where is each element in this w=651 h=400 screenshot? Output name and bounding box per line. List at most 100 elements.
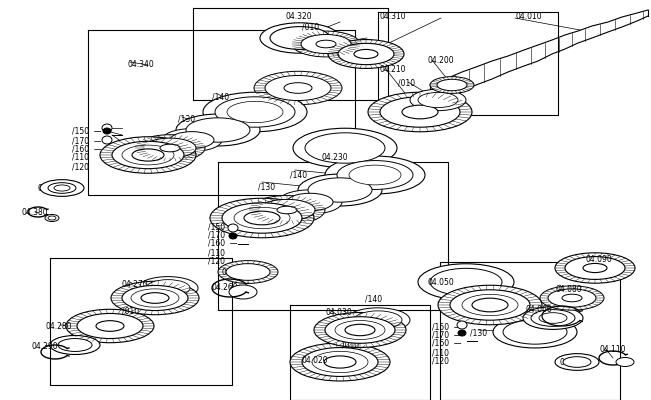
Ellipse shape — [305, 133, 385, 163]
Ellipse shape — [472, 298, 508, 312]
Ellipse shape — [144, 138, 196, 158]
Text: /140: /140 — [290, 170, 307, 179]
Ellipse shape — [228, 224, 238, 232]
Ellipse shape — [450, 290, 530, 320]
Ellipse shape — [345, 324, 375, 336]
Ellipse shape — [437, 79, 467, 91]
Ellipse shape — [135, 135, 205, 161]
Ellipse shape — [430, 77, 474, 93]
Ellipse shape — [170, 132, 214, 148]
Ellipse shape — [548, 289, 596, 307]
Ellipse shape — [186, 118, 250, 142]
Ellipse shape — [176, 114, 260, 146]
Text: 04.320: 04.320 — [285, 12, 312, 21]
Text: /120: /120 — [432, 357, 449, 366]
Ellipse shape — [229, 233, 237, 239]
Ellipse shape — [229, 285, 257, 299]
Ellipse shape — [50, 336, 100, 354]
Text: 04.080: 04.080 — [555, 285, 581, 294]
Ellipse shape — [48, 216, 56, 220]
Ellipse shape — [539, 313, 567, 323]
Ellipse shape — [122, 286, 188, 310]
Text: 04.290: 04.290 — [32, 342, 59, 351]
Ellipse shape — [308, 178, 372, 202]
Ellipse shape — [244, 211, 280, 225]
Text: /110: /110 — [208, 248, 225, 257]
Text: /160  —: /160 — — [72, 144, 102, 153]
Text: /150  —: /150 — — [432, 323, 462, 332]
Ellipse shape — [293, 128, 397, 168]
Text: 04.050: 04.050 — [428, 278, 455, 287]
Ellipse shape — [565, 257, 625, 279]
Text: 04.270: 04.270 — [122, 280, 148, 289]
Ellipse shape — [292, 31, 360, 57]
Ellipse shape — [102, 136, 112, 144]
Text: 04.020: 04.020 — [302, 356, 329, 365]
Ellipse shape — [234, 207, 290, 229]
Text: /110: /110 — [432, 348, 449, 357]
Ellipse shape — [338, 43, 394, 65]
Ellipse shape — [131, 289, 179, 307]
Ellipse shape — [418, 92, 458, 108]
Ellipse shape — [354, 311, 402, 329]
Ellipse shape — [287, 193, 333, 211]
Ellipse shape — [254, 71, 342, 105]
Ellipse shape — [368, 92, 472, 132]
Ellipse shape — [222, 203, 302, 233]
Text: /130: /130 — [258, 183, 275, 192]
Ellipse shape — [103, 128, 111, 134]
Text: 04.200: 04.200 — [428, 56, 454, 65]
Ellipse shape — [328, 40, 404, 68]
Ellipse shape — [278, 190, 342, 214]
Ellipse shape — [523, 306, 583, 330]
Ellipse shape — [215, 97, 295, 127]
Ellipse shape — [325, 317, 395, 343]
Text: 04.280: 04.280 — [46, 322, 72, 331]
Text: /120: /120 — [208, 257, 225, 266]
Ellipse shape — [45, 214, 59, 222]
Ellipse shape — [540, 286, 604, 310]
Text: 04.090: 04.090 — [585, 255, 612, 264]
Ellipse shape — [141, 293, 169, 303]
Ellipse shape — [337, 160, 413, 190]
Ellipse shape — [418, 264, 514, 300]
Text: /170  —: /170 — — [72, 136, 102, 145]
Ellipse shape — [210, 198, 314, 238]
Ellipse shape — [122, 145, 174, 165]
Ellipse shape — [265, 76, 331, 100]
Text: /140: /140 — [365, 294, 382, 303]
Ellipse shape — [325, 156, 425, 194]
Ellipse shape — [112, 141, 184, 169]
Ellipse shape — [48, 183, 76, 193]
Text: 04.010: 04.010 — [515, 12, 542, 21]
Text: 04.100: 04.100 — [560, 358, 587, 367]
Text: 04.380: 04.380 — [22, 208, 49, 217]
Ellipse shape — [503, 320, 567, 344]
Text: /130: /130 — [470, 328, 487, 337]
Ellipse shape — [218, 261, 278, 283]
Ellipse shape — [555, 253, 635, 283]
Ellipse shape — [54, 185, 70, 191]
Ellipse shape — [302, 348, 378, 376]
Ellipse shape — [58, 338, 92, 352]
Ellipse shape — [270, 26, 330, 49]
Text: 04.060: 04.060 — [525, 305, 552, 314]
Ellipse shape — [410, 89, 466, 111]
Ellipse shape — [493, 316, 577, 348]
Ellipse shape — [380, 97, 460, 127]
Ellipse shape — [555, 354, 599, 370]
Text: 04.260: 04.260 — [212, 283, 239, 292]
Ellipse shape — [284, 83, 312, 93]
Ellipse shape — [457, 321, 467, 329]
Ellipse shape — [458, 330, 466, 336]
Ellipse shape — [531, 310, 575, 326]
Text: 04.230: 04.230 — [322, 153, 349, 162]
Text: 04.210: 04.210 — [380, 65, 406, 74]
Ellipse shape — [162, 129, 222, 151]
Ellipse shape — [260, 23, 340, 53]
Ellipse shape — [102, 124, 112, 132]
Text: /160  —: /160 — — [208, 238, 238, 247]
Ellipse shape — [277, 206, 297, 214]
Text: 04.030: 04.030 — [325, 308, 352, 317]
Text: 04.110: 04.110 — [600, 345, 626, 354]
